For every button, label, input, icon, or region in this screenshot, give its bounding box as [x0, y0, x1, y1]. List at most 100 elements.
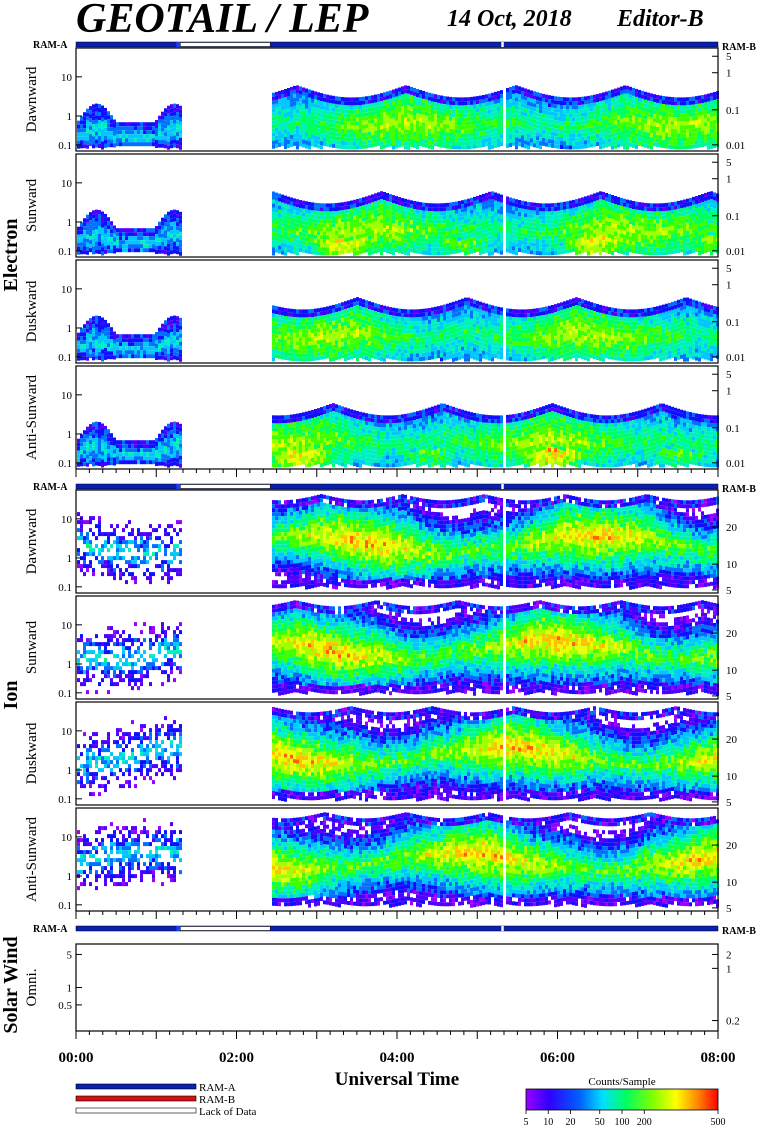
spectrogram-cell: [275, 128, 278, 132]
spectrogram-cell: [488, 228, 491, 232]
spectrogram-cell: [125, 244, 128, 248]
spectrogram-cell: [359, 222, 362, 226]
spectrogram-cell: [107, 351, 110, 355]
spectrogram-cell: [680, 228, 683, 232]
spectrogram-cell: [662, 140, 665, 144]
spectrogram-cell: [614, 220, 617, 224]
spectrogram-cell: [698, 128, 701, 132]
spectrogram-cell: [626, 208, 629, 212]
spectrogram-cell: [539, 97, 542, 101]
spectrogram-cell: [641, 239, 644, 243]
spectrogram-cell: [86, 133, 89, 137]
spectrogram-cell: [515, 117, 518, 121]
spectrogram-cell: [575, 117, 578, 121]
spectrogram-cell: [491, 215, 494, 219]
spectrogram-cell: [569, 225, 572, 229]
spectrogram-cell: [272, 236, 275, 240]
spectrogram-cell: [518, 114, 521, 118]
spectrogram-cell: [698, 211, 701, 215]
spectrogram-cell: [422, 91, 425, 95]
spectrogram-cell: [704, 213, 707, 217]
spectrogram-cell: [578, 246, 581, 250]
spectrogram-cell: [470, 238, 473, 242]
spectrogram-cell: [536, 140, 539, 144]
spectrogram-cell: [581, 233, 584, 237]
spectrogram-cell: [350, 249, 353, 253]
spectrogram-cell: [278, 127, 281, 131]
spectrogram-cell: [278, 242, 281, 246]
spectrogram-cell: [287, 116, 290, 120]
spectrogram-cell: [521, 213, 524, 217]
spectrogram-cell: [707, 134, 710, 138]
spectrogram-cell: [347, 125, 350, 129]
spectrogram-cell: [362, 205, 365, 209]
spectrogram-cell: [149, 228, 152, 232]
spectrogram-cell: [401, 90, 404, 94]
spectrogram-cell: [98, 124, 101, 128]
spectrogram-cell: [431, 130, 434, 134]
spectrogram-cell: [446, 211, 449, 215]
spectrogram-cell: [638, 242, 641, 246]
spectrogram-cell: [461, 145, 464, 149]
spectrogram-cell: [275, 116, 278, 120]
spectrogram-cell: [284, 129, 287, 133]
spectrogram-cell: [542, 251, 545, 255]
spectrogram-cell: [521, 139, 524, 143]
spectrogram-cell: [554, 120, 557, 124]
spectrogram-cell: [404, 121, 407, 125]
spectrogram-cell: [83, 356, 86, 360]
spectrogram-cell: [386, 229, 389, 233]
spectrogram-cell: [443, 243, 446, 247]
spectrogram-cell: [386, 143, 389, 147]
spectrogram-cell: [695, 100, 698, 104]
spectrogram-cell: [710, 117, 713, 121]
spectrogram-cell: [593, 193, 596, 197]
spectrogram-cell: [488, 98, 491, 102]
spectrogram-cell: [563, 117, 566, 121]
spectrogram-cell: [362, 133, 365, 137]
spectrogram-cell: [395, 97, 398, 101]
spectrogram-cell: [272, 224, 275, 228]
spectrogram-cell: [89, 244, 92, 248]
spectrogram-cell: [338, 231, 341, 235]
spectrogram-cell: [359, 129, 362, 133]
spectrogram-cell: [341, 242, 344, 246]
spectrogram-cell: [170, 348, 173, 352]
spectrogram-cell: [554, 243, 557, 247]
spectrogram-cell: [272, 232, 275, 236]
spectrogram-cell: [572, 228, 575, 232]
spectrogram-cell: [155, 238, 158, 242]
spectrogram-cell: [86, 357, 89, 361]
spectrogram-cell: [710, 121, 713, 125]
spectrogram-cell: [176, 340, 179, 344]
spectrogram-cell: [626, 102, 629, 106]
spectrogram-cell: [635, 218, 638, 222]
spectrogram-cell: [632, 108, 635, 112]
spectrogram-cell: [698, 207, 701, 211]
spectrogram-cell: [101, 126, 104, 130]
spectrogram-cell: [677, 97, 680, 101]
spectrogram-cell: [89, 354, 92, 358]
spectrogram-cell: [314, 235, 317, 239]
spectrogram-cell: [173, 246, 176, 250]
spectrogram-cell: [119, 122, 122, 126]
spectrogram-cell: [314, 99, 317, 103]
spectrogram-cell: [161, 250, 164, 254]
spectrogram-cell: [95, 136, 98, 140]
spectrogram-cell: [599, 243, 602, 247]
spectrogram-cell: [434, 94, 437, 98]
spectrogram-cell: [641, 231, 644, 235]
spectrogram-cell: [425, 132, 428, 136]
spectrogram-cell: [401, 110, 404, 114]
spectrogram-cell: [275, 205, 278, 209]
spectrogram-cell: [692, 145, 695, 149]
spectrogram-cell: [575, 247, 578, 251]
spectrogram-cell: [428, 105, 431, 109]
spectrogram-cell: [545, 219, 548, 223]
spectrogram-cell: [110, 135, 113, 139]
spectrogram-cell: [524, 201, 527, 205]
spectrogram-cell: [431, 207, 434, 211]
spectrogram-cell: [701, 226, 704, 230]
spectrogram-cell: [368, 211, 371, 215]
spectrogram-cell: [344, 242, 347, 246]
